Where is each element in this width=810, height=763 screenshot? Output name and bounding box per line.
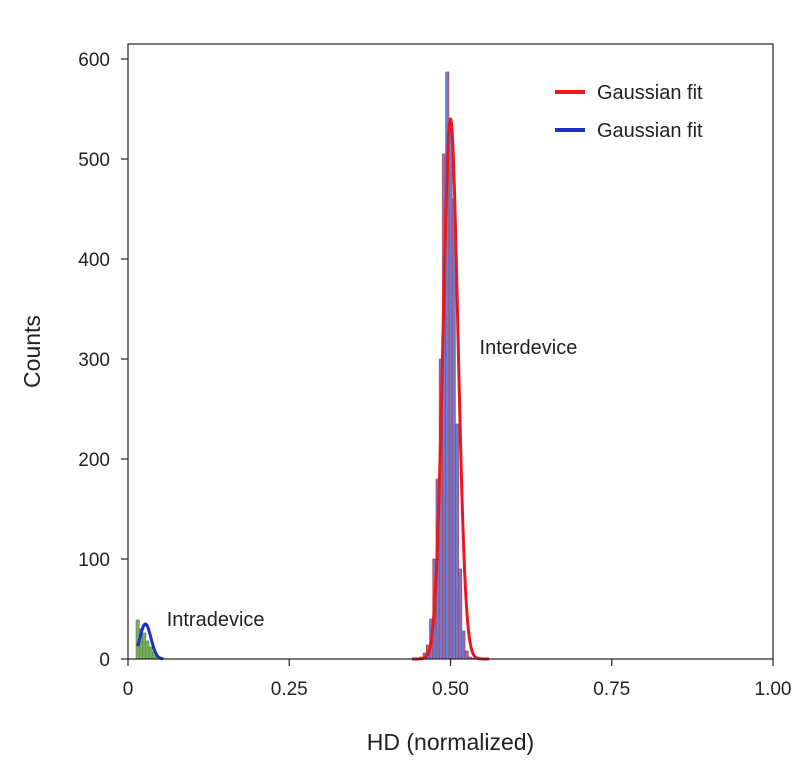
x-axis-title: HD (normalized) (367, 729, 534, 755)
legend: Gaussian fit Gaussian fit (555, 82, 703, 142)
blue-gaussian-fit-curve (136, 622, 165, 661)
legend-label-blue-fit: Gaussian fit (597, 120, 703, 142)
x-tick-label: 0.50 (432, 679, 469, 700)
x-tick-label: 1.00 (755, 679, 792, 700)
y-tick-label: 200 (78, 450, 110, 471)
intradevice-annotation: Intradevice (167, 609, 265, 631)
y-tick-label: 300 (78, 350, 110, 371)
x-tick-label: 0.75 (593, 679, 630, 700)
histogram-bar (454, 423, 459, 660)
interdevice-annotation: Interdevice (480, 337, 578, 359)
red-gaussian-fit-curve (410, 117, 491, 661)
y-tick-label: 100 (78, 550, 110, 571)
y-tick-label: 600 (78, 50, 110, 71)
plot-area (135, 71, 491, 661)
histogram-bar (464, 650, 469, 660)
histogram-bar (148, 646, 153, 660)
y-tick-label: 400 (78, 250, 110, 271)
histogram-bar (451, 198, 456, 660)
axes: 0 0.25 0.50 0.75 1.00 0 100 200 300 400 500 600 (78, 50, 791, 700)
y-tick-label: 500 (78, 150, 110, 171)
x-tick-label: 0 (123, 679, 134, 700)
histogram-bar (461, 630, 466, 660)
y-tick-label: 0 (99, 650, 110, 671)
histogram-bar (145, 640, 150, 660)
histogram-bar (448, 123, 453, 660)
histogram-bar (458, 568, 463, 660)
histogram-bar (142, 632, 147, 660)
legend-label-red-fit: Gaussian fit (597, 82, 703, 104)
y-axis-title: Counts (19, 315, 45, 388)
x-tick-label: 0.25 (271, 679, 308, 700)
